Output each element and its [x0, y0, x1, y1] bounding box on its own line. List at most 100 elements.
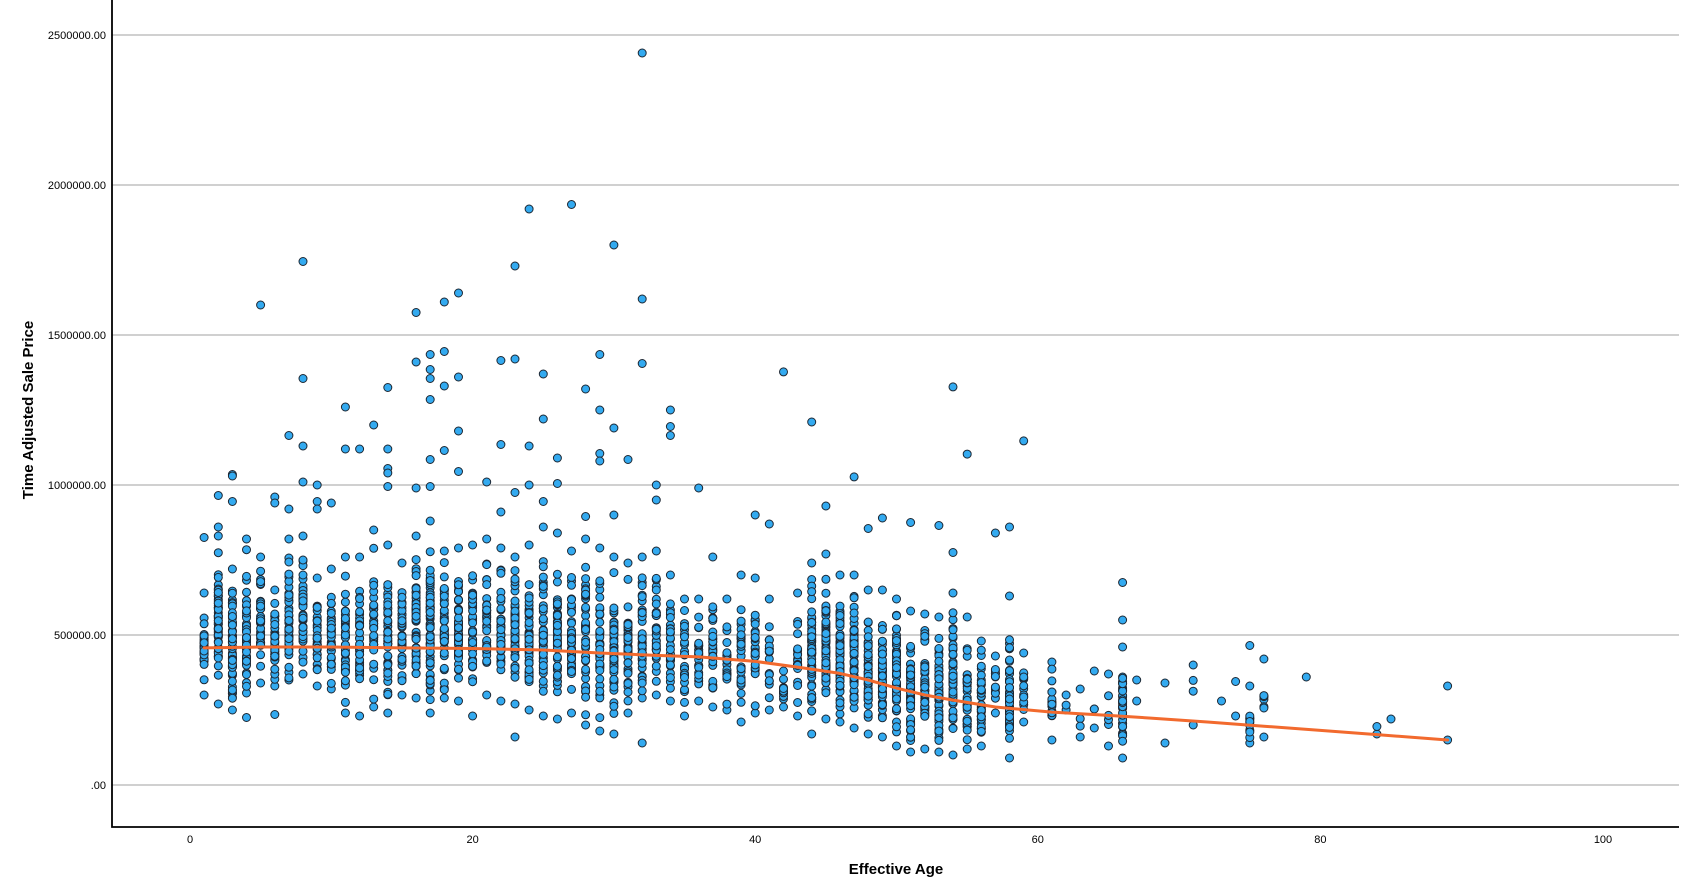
data-point: [821, 617, 831, 627]
x-axis-tick-labels: 0 20 40 60 80 100: [187, 834, 1612, 846]
data-point: [835, 570, 845, 580]
data-point: [609, 729, 619, 739]
data-point: [637, 686, 647, 696]
data-point: [1005, 591, 1014, 601]
data-point: [1372, 722, 1382, 731]
data-point: [496, 440, 506, 449]
data-point: [934, 713, 944, 723]
data-point: [439, 572, 449, 582]
data-point: [807, 657, 817, 667]
data-point: [623, 679, 633, 688]
data-point: [270, 498, 280, 508]
data-point: [468, 661, 478, 671]
data-point: [284, 431, 294, 440]
data-point: [990, 651, 1000, 661]
data-point: [849, 692, 859, 702]
data-point: [326, 498, 336, 508]
data-point: [383, 600, 393, 610]
data-point: [510, 663, 520, 673]
data-point: [270, 631, 280, 641]
data-point: [680, 594, 689, 604]
data-point: [425, 365, 435, 374]
data-point: [524, 204, 534, 214]
data-point: [948, 671, 958, 681]
data-point: [227, 705, 237, 715]
data-point: [863, 709, 873, 719]
data-point: [892, 624, 901, 634]
data-point: [764, 705, 774, 715]
data-point: [948, 659, 958, 669]
data-point: [694, 663, 704, 672]
data-point: [581, 625, 591, 634]
data-point: [411, 669, 421, 679]
data-point: [651, 624, 661, 634]
data-point: [948, 649, 958, 659]
data-point: [213, 653, 223, 663]
data-point: [680, 711, 689, 721]
data-point: [256, 631, 266, 641]
data-point: [256, 601, 266, 611]
data-point: [976, 741, 986, 751]
data-point: [764, 646, 774, 656]
data-point: [906, 606, 916, 616]
data-point: [849, 626, 859, 635]
data-point: [665, 696, 675, 706]
data-point: [439, 663, 449, 673]
data-point: [284, 624, 294, 634]
data-point: [581, 720, 591, 730]
data-point: [779, 684, 788, 693]
data-point: [510, 574, 520, 584]
data-point: [892, 704, 901, 714]
data-point: [383, 482, 393, 491]
data-point: [920, 631, 930, 641]
data-point: [454, 696, 463, 706]
data-point: [468, 638, 478, 647]
data-point: [623, 658, 633, 668]
data-point: [298, 257, 308, 266]
data-point: [552, 599, 562, 609]
data-point: [524, 608, 534, 618]
data-point: [312, 653, 322, 663]
data-point: [948, 724, 958, 733]
y-tick-label: 1000000.00: [48, 480, 106, 492]
data-point: [397, 616, 407, 626]
data-point: [694, 670, 704, 680]
data-point: [637, 48, 647, 58]
data-point: [242, 670, 251, 679]
data-point: [369, 659, 379, 669]
data-point: [552, 638, 562, 648]
data-point: [637, 678, 647, 688]
data-point: [920, 744, 930, 754]
data-point: [552, 670, 562, 680]
data-point: [284, 590, 294, 600]
data-point: [524, 618, 534, 627]
data-point: [213, 572, 223, 582]
data-point: [227, 676, 237, 686]
data-point: [524, 634, 534, 644]
data-point: [1005, 522, 1014, 532]
data-point: [567, 580, 576, 590]
data-point: [439, 446, 449, 455]
data-point: [637, 738, 647, 748]
data-point: [227, 685, 237, 695]
data-point: [1231, 677, 1241, 686]
data-point: [312, 573, 322, 583]
data-point: [312, 681, 322, 691]
data-point: [298, 477, 308, 487]
x-tick-label: 80: [1314, 834, 1326, 846]
data-point: [722, 699, 732, 709]
data-point: [552, 453, 562, 463]
data-point: [468, 590, 478, 600]
data-point: [340, 589, 350, 599]
data-point: [242, 571, 251, 581]
data-point: [425, 350, 435, 359]
data-point: [906, 641, 916, 651]
data-point: [213, 588, 223, 597]
data-point: [425, 395, 435, 404]
data-point: [793, 619, 803, 629]
data-point: [199, 638, 209, 648]
data-point: [567, 634, 576, 644]
data-point: [298, 374, 308, 383]
data-point: [397, 676, 407, 686]
data-point: [552, 610, 562, 620]
